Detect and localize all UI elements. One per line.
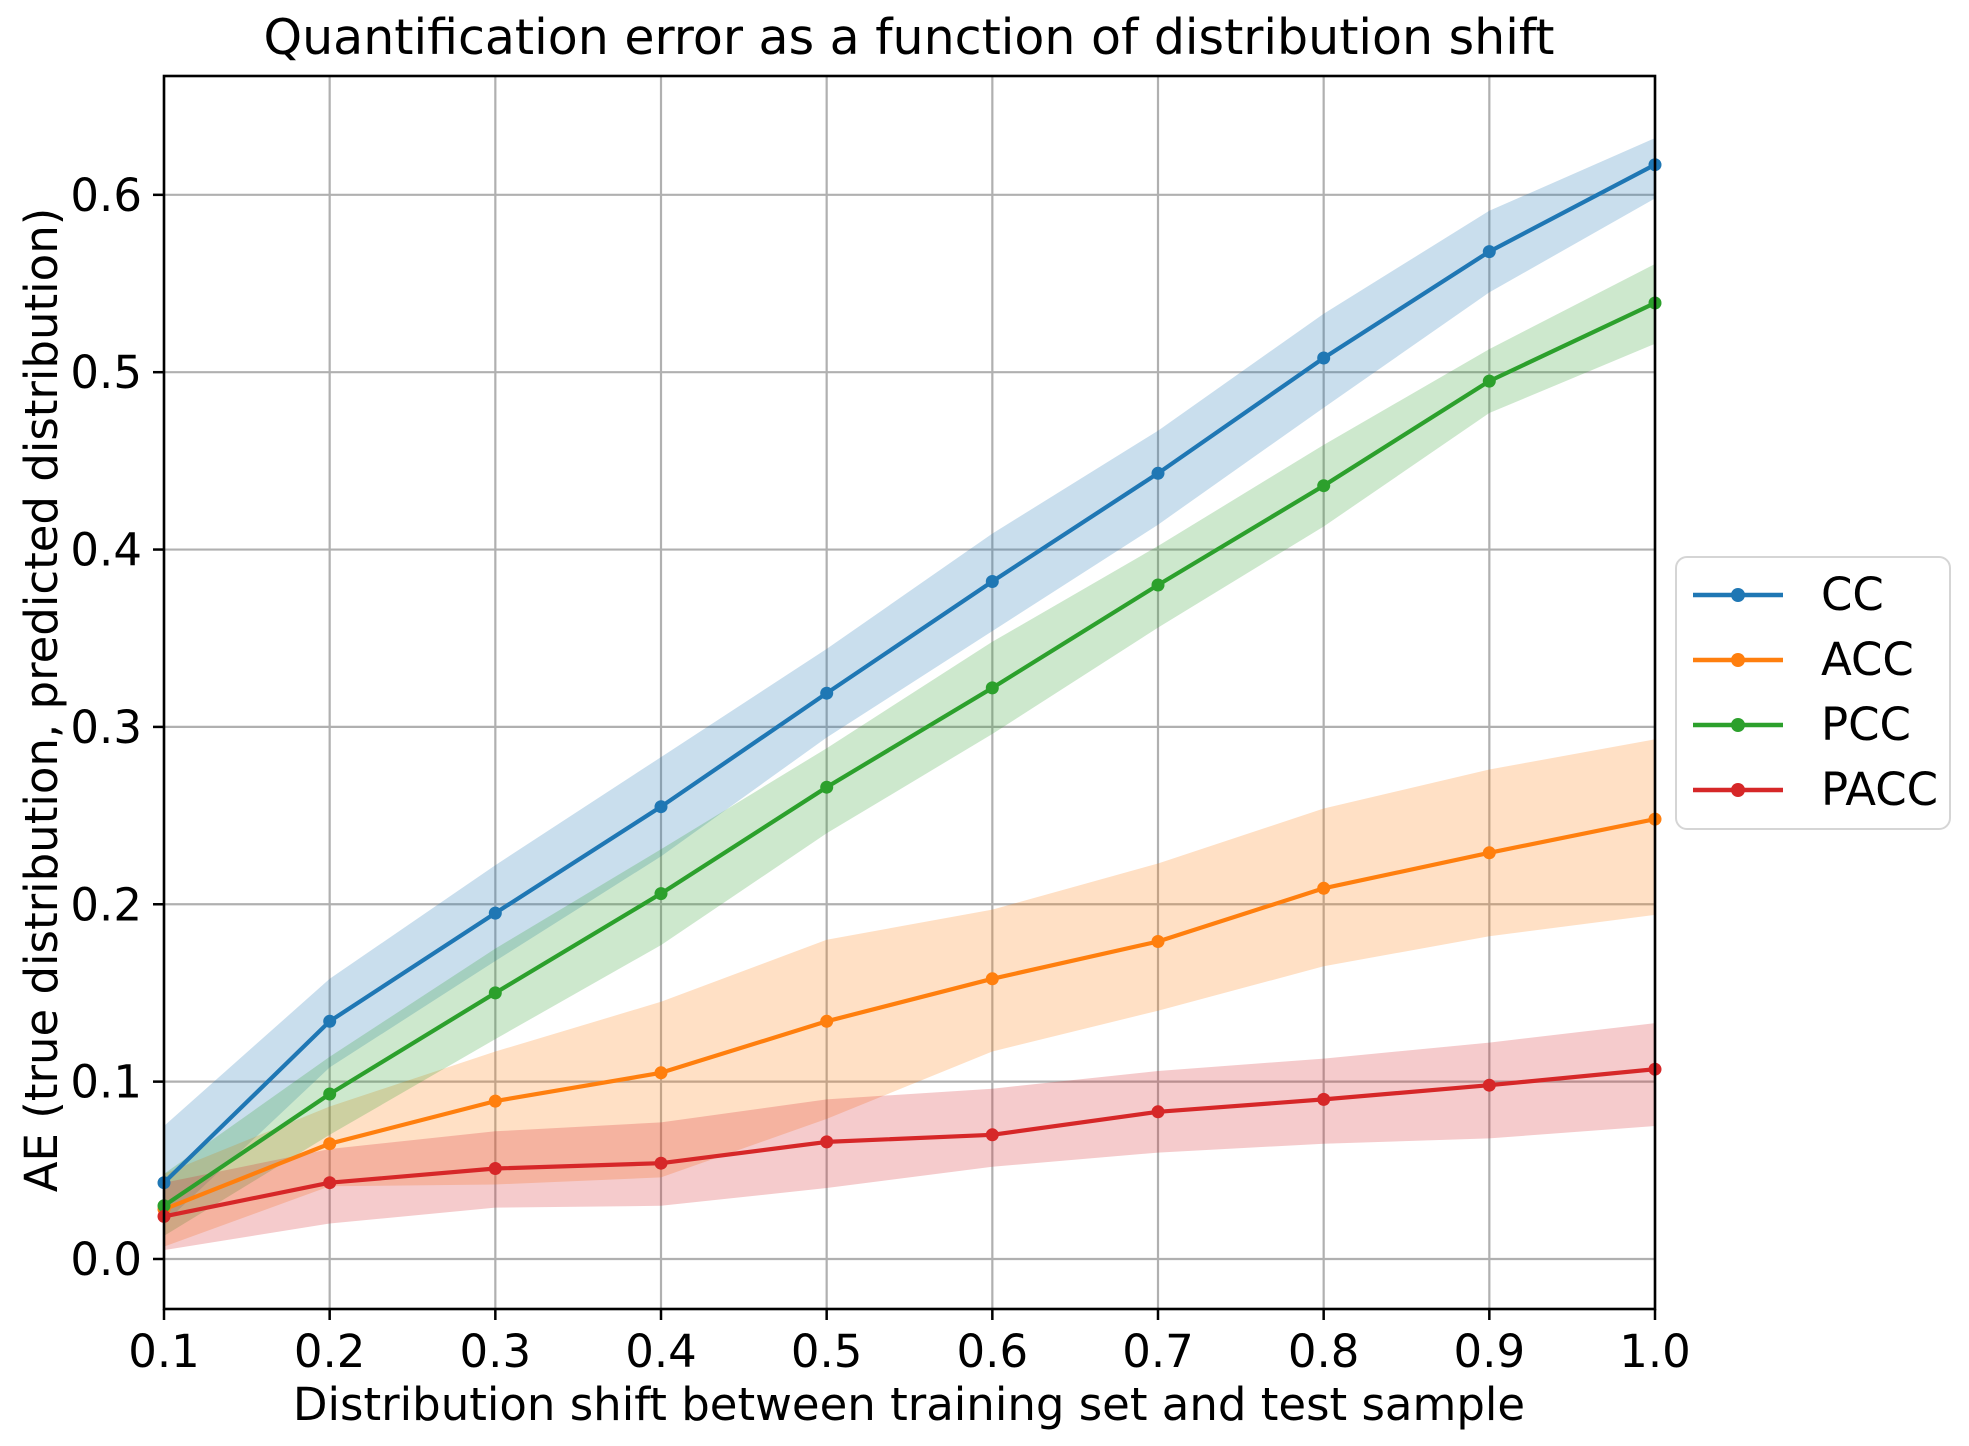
series-markers-pacc bbox=[157, 1062, 1662, 1223]
plot-area: 0.1 0.2 0.3 0.4 0.5 0.6 0.7 0.8 0.9 1.0 0.0 0.1 0.2 0… bbox=[70, 74, 1691, 1378]
series-line-cc bbox=[161, 162, 1658, 1185]
tick-labels: 0.1 0.2 0.3 0.4 0.5 0.6 0.7 0.8 0.9 1.0 0.0 0.1 0.2 0… bbox=[70, 169, 1690, 1378]
data-point-acc bbox=[985, 972, 999, 986]
data-point-cc bbox=[985, 575, 999, 588]
legend-label: PCC bbox=[1821, 698, 1911, 751]
legend-swatch-acc-icon bbox=[1693, 652, 1783, 667]
confidence-band-acc bbox=[164, 739, 1655, 1247]
data-point-pcc bbox=[1317, 479, 1331, 493]
data-point-acc bbox=[654, 1066, 668, 1080]
axis-ticks bbox=[153, 193, 1657, 1320]
y-tick-label: 0.2 bbox=[70, 878, 142, 931]
data-point-pacc bbox=[1317, 1092, 1331, 1106]
series-line-pcc bbox=[161, 300, 1658, 1208]
data-point-pcc bbox=[488, 986, 502, 1000]
data-point-pcc bbox=[820, 780, 834, 794]
x-tick-label: 0.8 bbox=[1288, 1325, 1360, 1378]
legend-label: CC bbox=[1821, 568, 1884, 621]
data-point-pcc bbox=[1151, 578, 1165, 592]
x-tick-label: 0.4 bbox=[625, 1325, 697, 1378]
data-point-acc bbox=[1482, 846, 1496, 860]
legend-marker-icon bbox=[1731, 587, 1745, 602]
legend-swatch-pcc-icon bbox=[1693, 717, 1783, 732]
data-point-pcc bbox=[985, 681, 999, 695]
data-point-pacc bbox=[488, 1162, 502, 1175]
x-tick-label: 1.0 bbox=[1619, 1325, 1691, 1378]
x-axis-label: Distribution shift between training set … bbox=[293, 1378, 1525, 1431]
data-point-acc bbox=[820, 1014, 834, 1028]
y-tick-label: 0.3 bbox=[70, 701, 142, 754]
legend-label: PACC bbox=[1821, 763, 1939, 816]
data-point-acc bbox=[488, 1094, 502, 1108]
data-point-acc bbox=[323, 1137, 337, 1151]
data-point-pcc bbox=[323, 1087, 337, 1101]
series-line-pacc bbox=[161, 1067, 1658, 1219]
y-tick-label: 0.6 bbox=[70, 169, 142, 222]
data-point-acc bbox=[1317, 881, 1331, 895]
data-point-cc bbox=[1317, 351, 1331, 365]
data-point-pacc bbox=[654, 1156, 668, 1170]
x-tick-label: 0.3 bbox=[460, 1325, 532, 1378]
legend-swatch-cc-icon bbox=[1693, 587, 1783, 602]
legend-item-pacc: PACC bbox=[1677, 757, 1949, 822]
legend-marker-icon bbox=[1731, 782, 1745, 797]
y-axis-label: AE (true distribution, predicted distrib… bbox=[15, 208, 68, 1193]
chart-title: Quantification error as a function of di… bbox=[264, 9, 1555, 66]
y-tick-label: 0.5 bbox=[70, 346, 142, 399]
y-tick-label: 0.4 bbox=[70, 524, 142, 577]
legend-swatch-pacc-icon bbox=[1693, 782, 1783, 797]
data-point-cc bbox=[323, 1014, 337, 1028]
data-point-pcc bbox=[654, 887, 668, 901]
data-point-acc bbox=[1151, 935, 1165, 948]
legend-marker-icon bbox=[1731, 717, 1745, 732]
x-tick-label: 0.1 bbox=[128, 1325, 200, 1378]
confidence-band-cc bbox=[164, 138, 1655, 1224]
x-tick-label: 0.7 bbox=[1122, 1325, 1194, 1378]
y-tick-label: 0.1 bbox=[70, 1056, 142, 1109]
x-tick-label: 0.9 bbox=[1454, 1325, 1526, 1378]
x-tick-label: 0.6 bbox=[957, 1325, 1029, 1378]
data-point-pacc bbox=[323, 1176, 337, 1190]
data-point-pacc bbox=[985, 1128, 999, 1142]
legend-item-pcc: PCC bbox=[1677, 692, 1949, 757]
plot-border bbox=[162, 74, 1657, 1311]
y-tick-label: 0.0 bbox=[70, 1233, 142, 1286]
legend-item-cc: CC bbox=[1677, 562, 1949, 627]
data-point-pacc bbox=[1151, 1105, 1165, 1119]
data-point-cc bbox=[1482, 245, 1496, 259]
data-point-cc bbox=[1151, 466, 1165, 480]
x-tick-label: 0.5 bbox=[791, 1325, 863, 1378]
data-point-pacc bbox=[820, 1135, 834, 1149]
series-markers-pcc bbox=[157, 296, 1662, 1213]
legend-marker-icon bbox=[1731, 652, 1745, 667]
confidence-band-pcc bbox=[164, 264, 1655, 1236]
data-point-pacc bbox=[1482, 1078, 1496, 1092]
series-line-acc bbox=[161, 817, 1658, 1212]
data-point-cc bbox=[488, 906, 502, 920]
data-point-cc bbox=[654, 800, 668, 814]
legend-box: CC ACC PCC PACC bbox=[1675, 556, 1951, 830]
legend-label: ACC bbox=[1821, 633, 1914, 686]
x-tick-label: 0.2 bbox=[294, 1325, 366, 1378]
legend-item-acc: ACC bbox=[1677, 627, 1949, 692]
data-point-cc bbox=[820, 686, 834, 700]
data-point-pcc bbox=[1482, 374, 1496, 388]
